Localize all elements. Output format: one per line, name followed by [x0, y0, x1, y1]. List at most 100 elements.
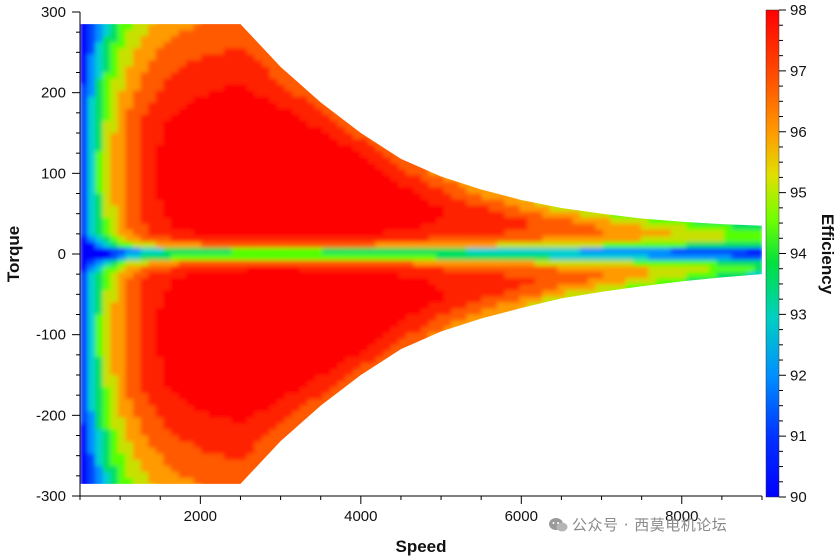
- contour-cell: [337, 127, 347, 134]
- contour-cell: [322, 417, 332, 425]
- contour-cell: [148, 278, 157, 286]
- contour-cell: [246, 157, 256, 165]
- contour-cell: [421, 54, 430, 62]
- contour-cell: [489, 477, 498, 484]
- contour-cell: [239, 477, 248, 484]
- contour-cell: [345, 127, 354, 134]
- contour-cell: [224, 133, 233, 140]
- contour-cell: [519, 471, 529, 479]
- contour-cell: [117, 344, 127, 352]
- contour-cell: [163, 254, 172, 261]
- contour-cell: [87, 441, 97, 449]
- contour-cell: [451, 229, 460, 237]
- contour-cell: [360, 314, 369, 322]
- contour-cell: [390, 429, 400, 437]
- contour-cell: [429, 484, 438, 491]
- contour-cell: [155, 114, 165, 122]
- contour-cell: [110, 24, 119, 32]
- contour-cell: [519, 139, 529, 147]
- contour-cell: [163, 381, 172, 389]
- contour-cell: [428, 332, 438, 340]
- contour-cell: [231, 30, 241, 38]
- contour-cell: [383, 127, 392, 134]
- contour-cell: [102, 338, 112, 346]
- contour-cell: [496, 24, 506, 26]
- contour-cell: [451, 247, 460, 255]
- contour-cell: [155, 90, 165, 98]
- contour-cell: [519, 169, 529, 177]
- contour-cell: [163, 356, 172, 364]
- contour-cell: [511, 435, 521, 443]
- contour-cell: [216, 375, 225, 382]
- contour-cell: [466, 36, 476, 44]
- contour-cell: [140, 205, 150, 213]
- contour-cell: [140, 90, 150, 98]
- contour-cell: [474, 387, 483, 395]
- contour-cell: [330, 254, 339, 261]
- contour-cell: [443, 435, 453, 443]
- contour-cell: [534, 145, 544, 153]
- contour-cell: [504, 66, 513, 74]
- contour-cell: [254, 217, 263, 225]
- contour-cell: [368, 423, 377, 431]
- contour-cell: [307, 344, 316, 352]
- contour-cell: [398, 193, 407, 201]
- contour-cell: [458, 375, 468, 382]
- contour-cell: [148, 120, 157, 128]
- contour-cell: [390, 278, 400, 286]
- contour-cell: [231, 393, 241, 401]
- contour-cell: [519, 387, 529, 395]
- contour-cell: [496, 362, 506, 370]
- contour-cell: [497, 484, 506, 491]
- contour-cell: [277, 163, 286, 171]
- contour-cell: [80, 356, 89, 364]
- contour-cell: [117, 350, 127, 358]
- contour-cell: [542, 24, 551, 26]
- contour-cell: [511, 78, 521, 86]
- contour-cell: [511, 108, 521, 116]
- contour-cell: [148, 465, 157, 473]
- contour-cell: [345, 24, 354, 32]
- contour-cell: [322, 211, 332, 219]
- contour-cell: [390, 247, 400, 255]
- contour-cell: [413, 78, 422, 86]
- contour-cell: [140, 477, 150, 484]
- contour-cell: [436, 320, 445, 328]
- contour-cell: [496, 175, 506, 183]
- contour-cell: [95, 405, 104, 413]
- contour-cell: [246, 48, 256, 56]
- contour-cell: [216, 296, 225, 304]
- contour-cell: [277, 181, 286, 189]
- contour-cell: [390, 260, 400, 268]
- contour-cell: [398, 127, 407, 134]
- contour-cell: [284, 229, 294, 237]
- contour-cell: [534, 114, 544, 122]
- contour-cell: [352, 411, 362, 419]
- contour-cell: [261, 108, 271, 116]
- contour-cell: [489, 326, 498, 334]
- contour-cell: [133, 66, 142, 74]
- contour-cell: [170, 314, 180, 322]
- contour-cell: [428, 193, 438, 201]
- contour-cell: [519, 254, 529, 261]
- contour-cell: [246, 84, 256, 92]
- contour-cell: [405, 241, 415, 249]
- contour-cell: [428, 405, 438, 413]
- contour-cell: [421, 290, 430, 298]
- contour-cell: [193, 42, 203, 50]
- contour-cell: [170, 145, 180, 153]
- contour-cell: [269, 423, 278, 431]
- contour-cell: [314, 447, 324, 455]
- contour-cell: [314, 296, 324, 304]
- contour-cell: [269, 320, 278, 328]
- contour-cell: [292, 405, 301, 413]
- contour-cell: [496, 217, 506, 225]
- contour-cell: [534, 387, 544, 395]
- contour-cell: [208, 30, 218, 38]
- contour-cell: [110, 302, 119, 310]
- contour-cell: [155, 399, 165, 407]
- contour-cell: [428, 453, 438, 461]
- contour-cell: [208, 308, 218, 316]
- contour-cell: [368, 471, 377, 479]
- contour-cell: [125, 344, 135, 352]
